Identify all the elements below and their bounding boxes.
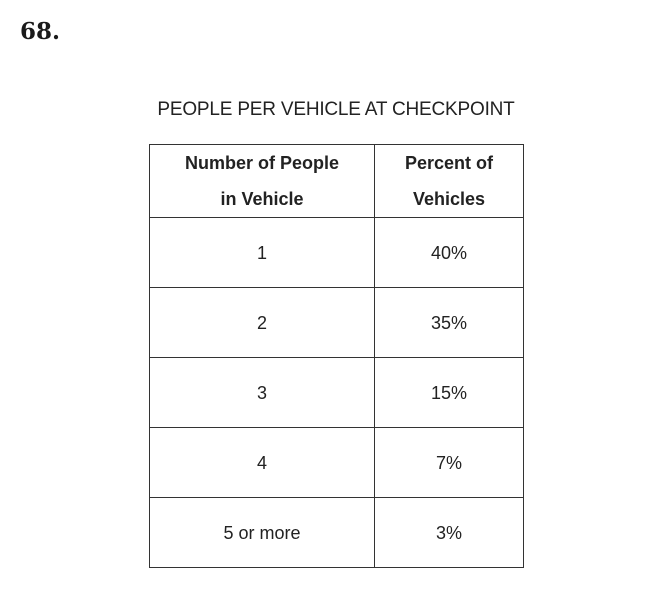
people-cell: 1 bbox=[149, 217, 375, 288]
header-percent-of-vehicles: Percent of Vehicles bbox=[374, 144, 524, 218]
question-number: 68. bbox=[20, 18, 61, 45]
table-row: 1 40% bbox=[149, 217, 524, 288]
percent-cell: 7% bbox=[374, 427, 524, 498]
table-title: PEOPLE PER VEHICLE AT CHECKPOINT bbox=[157, 99, 515, 120]
header-percent-of-vehicles-line-2: Vehicles bbox=[412, 189, 486, 209]
people-cell: 3 bbox=[149, 357, 375, 428]
data-table: Number of People in Vehicle Percent of V… bbox=[149, 144, 524, 568]
table-header-row: Number of People in Vehicle Percent of V… bbox=[149, 144, 524, 218]
percent-cell: 35% bbox=[374, 287, 524, 358]
header-number-of-people-line-1: Number of People bbox=[184, 153, 340, 173]
table-row: 2 35% bbox=[149, 287, 524, 358]
percent-cell: 15% bbox=[374, 357, 524, 428]
table-row: 4 7% bbox=[149, 427, 524, 498]
table-row: 5 or more 3% bbox=[149, 497, 524, 568]
percent-cell: 40% bbox=[374, 217, 524, 288]
header-number-of-people-line-2: in Vehicle bbox=[220, 189, 304, 209]
people-cell: 2 bbox=[149, 287, 375, 358]
people-cell: 5 or more bbox=[149, 497, 375, 568]
table-row: 3 15% bbox=[149, 357, 524, 428]
header-number-of-people: Number of People in Vehicle bbox=[149, 144, 375, 218]
percent-cell: 3% bbox=[374, 497, 524, 568]
header-percent-of-vehicles-line-1: Percent of bbox=[404, 153, 494, 173]
people-cell: 4 bbox=[149, 427, 375, 498]
